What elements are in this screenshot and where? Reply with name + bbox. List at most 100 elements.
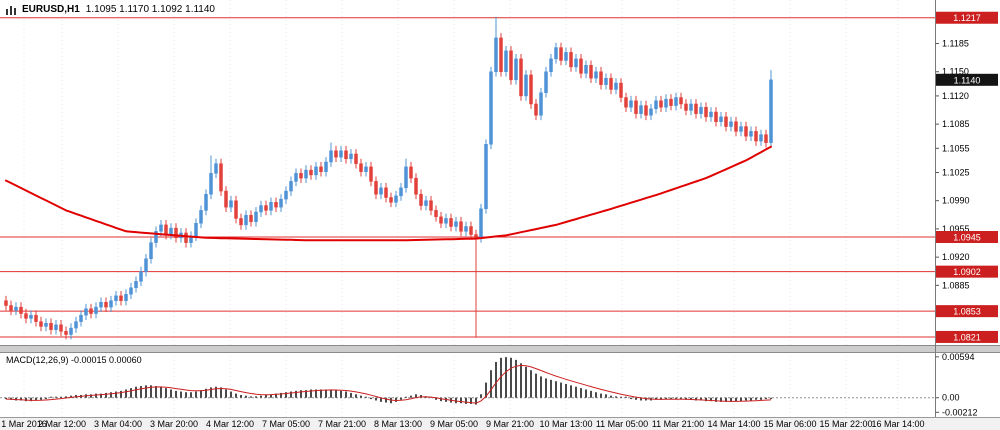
macd-axis[interactable] [936, 353, 1000, 417]
time-axis-label: 1 Mar 2016 [1, 419, 47, 429]
price-level-badge[interactable] [936, 330, 998, 343]
candle-body [259, 205, 263, 213]
candle-body [254, 211, 258, 222]
price-level-badge[interactable] [936, 11, 998, 24]
candle-body [39, 321, 43, 327]
macd-axis-label: -0.00212 [942, 407, 978, 417]
candle-body [769, 79, 773, 143]
candle-body [59, 324, 63, 332]
price-axis-label: 1.1025 [942, 168, 970, 178]
candle-body [329, 150, 333, 163]
candle-body [474, 234, 478, 239]
price-axis-label: 1.1085 [942, 119, 970, 129]
candle-body [699, 106, 703, 114]
candle-body [524, 74, 528, 97]
price-axis-label: 1.1150 [942, 67, 969, 77]
candle-body [29, 314, 33, 319]
time-axis-label: 7 Mar 05:00 [262, 419, 310, 429]
candle-body [614, 82, 618, 90]
candle-body [759, 134, 763, 142]
candle-body [14, 306, 18, 311]
candle-body [334, 150, 338, 158]
candle-body [379, 187, 383, 195]
candle-body [664, 98, 668, 108]
candle-body [89, 308, 93, 314]
candle-body [539, 92, 543, 116]
chart-header: EURUSD,H1 1.1095 1.1170 1.1092 1.1140 [6, 4, 215, 15]
candle-body [19, 306, 23, 314]
panel-separator[interactable] [0, 345, 1000, 353]
axis-corner [936, 418, 1000, 430]
price-level-badge[interactable] [936, 265, 998, 278]
candle-body [444, 218, 448, 224]
candle-body [569, 52, 573, 68]
candle-body [134, 281, 138, 289]
candle-body [99, 302, 103, 308]
price-axis-label: 1.1120 [942, 91, 969, 101]
candle-body [519, 58, 523, 97]
price-axis-label: 1.0885 [942, 280, 970, 290]
candle-body [559, 47, 563, 61]
price-axis[interactable] [936, 0, 1000, 345]
candle-body [639, 105, 643, 114]
candle-body [339, 150, 343, 158]
time-axis-label: 15 Mar 06:00 [763, 419, 816, 429]
macd-indicator-label: MACD(12,26,9) -0.00015 0.00060 [6, 355, 142, 365]
candle-body [479, 208, 483, 239]
time-axis-label: 2 Mar 12:00 [38, 419, 86, 429]
candle-body [174, 227, 178, 239]
candle-body [124, 293, 128, 301]
candle-body [319, 166, 323, 172]
candle-body [659, 100, 663, 108]
time-axis-label: 3 Mar 20:00 [150, 419, 198, 429]
candle-body [689, 103, 693, 111]
time-axis[interactable] [0, 417, 1000, 430]
price-level-badge[interactable] [936, 230, 998, 243]
macd-axis-label: 0.00 [942, 393, 960, 403]
candle-body [419, 194, 423, 206]
time-axis-label: 8 Mar 13:00 [374, 419, 422, 429]
candle-body [744, 126, 748, 137]
candle-body [4, 300, 8, 306]
candle-body [499, 37, 503, 72]
candle-body [139, 271, 143, 282]
candle-body [344, 150, 348, 160]
candle-body [729, 121, 733, 127]
candle-body [264, 205, 268, 211]
candle-body [619, 82, 623, 98]
candle-body [694, 103, 698, 114]
candle-body [204, 194, 208, 211]
candle-body [629, 100, 633, 108]
candle-body [554, 47, 558, 60]
candle-body [589, 65, 593, 79]
candle-body [599, 71, 603, 85]
candle-body [349, 153, 353, 160]
candle-body [164, 224, 168, 235]
candle-body [439, 216, 443, 224]
candle-body [389, 197, 393, 203]
price-axis-label: 1.0990 [942, 196, 970, 206]
price-level-badge[interactable] [936, 305, 998, 318]
time-axis-label: 11 Mar 05:00 [596, 419, 648, 429]
candle-body [244, 214, 248, 226]
candle-body [149, 242, 153, 260]
candle-body [74, 321, 78, 329]
candle-body [719, 116, 723, 122]
candle-body [749, 131, 753, 137]
candle-body [239, 218, 243, 226]
candle-body [44, 322, 48, 327]
candle-body [669, 98, 673, 106]
moving-average-line [5, 145, 772, 242]
candle-body [384, 187, 388, 198]
candle-body [609, 77, 613, 90]
time-axis-label: 16 Mar 14:00 [871, 419, 924, 429]
candle-body [464, 226, 468, 232]
candle-body [294, 173, 298, 182]
candle-body [714, 111, 718, 122]
candle-body [289, 181, 293, 192]
candle-body [434, 210, 438, 218]
candle-body [704, 106, 708, 118]
candle-body [424, 200, 428, 206]
